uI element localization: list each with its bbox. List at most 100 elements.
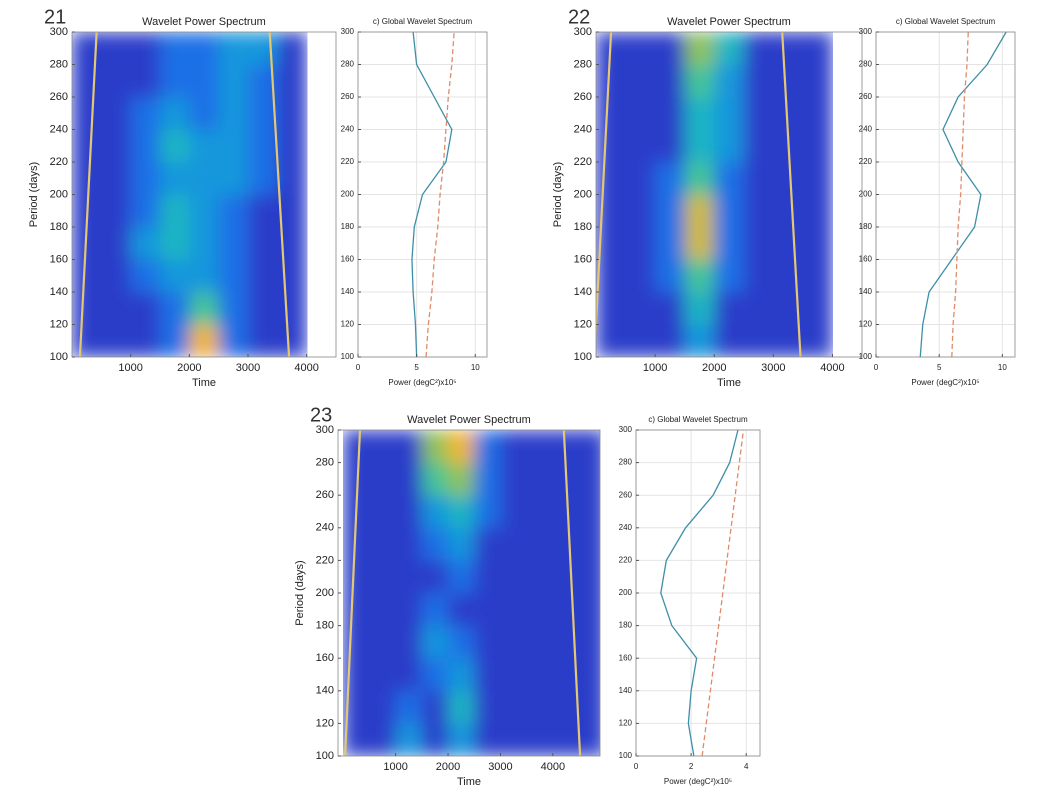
y-tick-label: 140 — [50, 286, 68, 298]
heat-cell — [773, 32, 804, 65]
heat-cell — [474, 658, 501, 692]
y-tick-label: 100 — [341, 352, 355, 361]
x-tick-label: 5 — [937, 363, 942, 372]
heat-cell — [684, 32, 715, 65]
heat-cell — [72, 64, 102, 98]
heat-cell — [579, 527, 600, 561]
y-tick-label: 280 — [574, 58, 592, 70]
heat-cell — [526, 658, 554, 692]
heat-cell — [579, 430, 600, 464]
heat-cell — [552, 527, 580, 561]
y-tick-label: 260 — [316, 489, 334, 501]
heat-cell — [552, 723, 580, 756]
heat-cell — [130, 32, 161, 65]
x-axis-label: Power (degC²)x10⁵ — [911, 378, 979, 387]
heat-cell — [474, 560, 501, 594]
heat-cell — [218, 32, 249, 65]
heat-cell — [421, 658, 449, 692]
heat-cell — [72, 97, 102, 130]
heat-cell — [369, 690, 397, 724]
y-tick-label: 140 — [574, 286, 592, 298]
heat-cell — [802, 162, 833, 195]
heat-cell — [395, 723, 423, 756]
heat-cell — [526, 690, 554, 724]
y-tick-label: 100 — [316, 750, 334, 762]
y-tick-label: 100 — [859, 352, 873, 361]
heat-cell — [421, 560, 449, 594]
y-tick-label: 260 — [619, 490, 633, 499]
heat-cell — [596, 64, 627, 98]
heat-cell — [500, 723, 528, 756]
heat-cell — [421, 593, 449, 627]
heat-cell — [743, 64, 774, 98]
lines — [919, 32, 1007, 357]
heat-cell — [248, 162, 278, 195]
heat-cell — [189, 129, 220, 163]
heat-cell — [474, 495, 501, 529]
y-tick-label: 260 — [859, 92, 873, 101]
y-tick-label: 180 — [316, 620, 334, 632]
y-tick-label: 200 — [50, 188, 68, 200]
heat-cell — [160, 324, 190, 357]
y-tick-label: 280 — [619, 458, 633, 467]
x-tick-label: 4000 — [294, 362, 318, 374]
heat-cell — [500, 625, 528, 659]
heat-cell — [189, 162, 220, 195]
x-tick-label: 10 — [998, 363, 1007, 372]
heat-cell — [773, 64, 804, 98]
heat-cell — [218, 194, 249, 228]
heat-cell — [395, 462, 423, 496]
heat-cell — [448, 560, 475, 594]
heat-cell — [655, 32, 686, 65]
y-tick-label: 200 — [859, 190, 873, 199]
heat-cell — [218, 292, 249, 325]
y-tick-label: 200 — [316, 587, 334, 599]
heat-cell — [72, 129, 102, 163]
heat-cell — [743, 162, 774, 195]
x-tick-label: 5 — [414, 363, 419, 372]
cone-of-influence — [78, 32, 98, 357]
heat-cell — [395, 430, 423, 464]
x-tick-label: 10 — [471, 363, 480, 372]
heat-cell — [802, 129, 833, 163]
heat-cell — [500, 560, 528, 594]
x-tick-label: 2000 — [177, 362, 201, 374]
heat-cell — [395, 625, 423, 659]
y-tick-label: 120 — [341, 320, 355, 329]
heat-cell — [625, 162, 656, 195]
x-tick-label: 3000 — [761, 362, 785, 374]
heat-cell — [369, 527, 397, 561]
heat-cell — [101, 324, 132, 357]
heat-cell — [189, 227, 220, 260]
y-tick-label: 120 — [859, 320, 873, 329]
heat-cell — [579, 723, 600, 756]
heat-cell — [579, 462, 600, 496]
heat-cell — [248, 129, 278, 163]
y-tick-label: 220 — [50, 156, 68, 168]
heat-cell — [500, 690, 528, 724]
heat-cell — [684, 292, 715, 325]
heat-cell — [596, 97, 627, 130]
heat-cell — [130, 129, 161, 163]
y-tick-label: 200 — [574, 188, 592, 200]
heat-cell — [579, 690, 600, 724]
heat-cell — [773, 259, 804, 293]
y-tick-label: 120 — [316, 717, 334, 729]
heat-cell — [474, 690, 501, 724]
heat-cell — [448, 462, 475, 496]
heat-cell — [714, 194, 745, 228]
panel: 100 120 140 160 180 200 220 240 260 280 300 0 5 10 c) … — [859, 17, 1016, 387]
panel: 23 Period (days) 100 120 140 160 180 200 220 240 2… — [294, 404, 601, 788]
panel-label: 23 — [310, 404, 332, 426]
heat-cell — [277, 292, 308, 325]
heat-cell — [474, 723, 501, 756]
heat-cell — [369, 430, 397, 464]
y-tick-label: 180 — [859, 222, 873, 231]
panel: 22 Period (days) 100 120 140 160 180 200 220 240 2… — [552, 6, 863, 389]
y-tick-label: 160 — [316, 652, 334, 664]
heat-cell — [526, 430, 554, 464]
heat-cell — [277, 259, 308, 293]
heat-cell — [526, 495, 554, 529]
heat-cell — [343, 625, 370, 659]
heat-cell — [579, 560, 600, 594]
